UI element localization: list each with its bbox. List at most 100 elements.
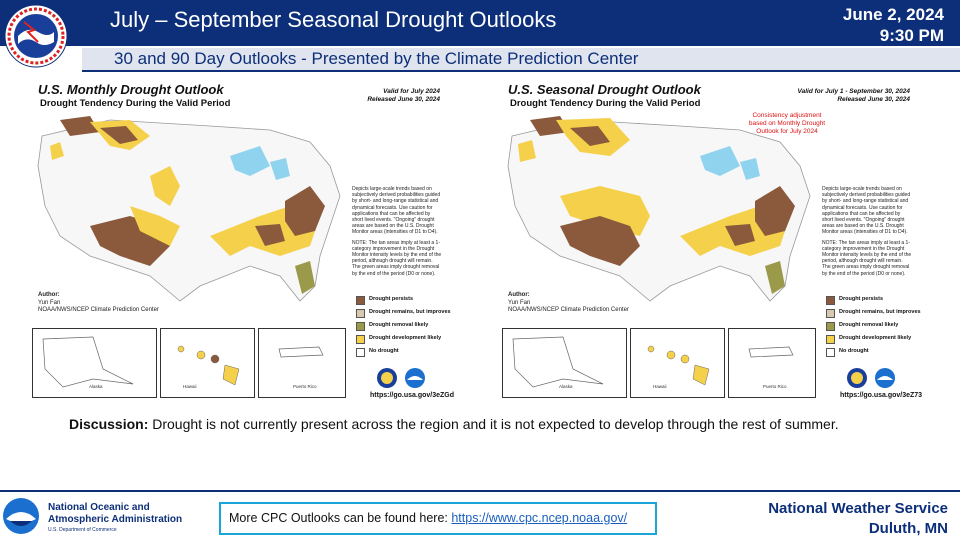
seasonal-legend: Drought persists Drought remains, but im… bbox=[826, 296, 936, 361]
hawaii-map bbox=[647, 345, 710, 386]
monthly-author-org: NOAA/NWS/NCEP Climate Prediction Center bbox=[38, 307, 159, 313]
footer-divider bbox=[0, 490, 960, 492]
noaa-department: U.S. Department of Commerce bbox=[48, 527, 117, 533]
nws-office-name: National Weather Service bbox=[768, 500, 948, 517]
seasonal-author-label: Author: bbox=[508, 292, 530, 298]
hawaii-inset: Hawaii bbox=[160, 328, 255, 398]
legend-label: Drought remains, but improves bbox=[369, 309, 451, 315]
header-bar bbox=[0, 0, 960, 46]
noaa-name: National Oceanic and Atmospheric Adminis… bbox=[48, 502, 182, 526]
hawaii-map bbox=[177, 345, 240, 386]
alaska-map bbox=[42, 336, 134, 388]
monthly-notes: Depicts large-scale trends based on subj… bbox=[352, 186, 442, 277]
monthly-released: Released June 30, 2024 bbox=[367, 96, 440, 103]
discussion-text: Discussion: Drought is not currently pre… bbox=[69, 416, 839, 432]
cpc-outlooks-link[interactable]: https://www.cpc.ncep.noaa.gov/ bbox=[451, 511, 628, 525]
hawaii-inset: Hawaii bbox=[630, 328, 725, 398]
monthly-author-name: Yun Fan bbox=[38, 299, 61, 306]
legend-item: Drought remains, but improves bbox=[826, 309, 936, 318]
alaska-inset: Alaska bbox=[502, 328, 627, 398]
seasonal-notes-2: NOTE: The tan areas imply at least a 1-c… bbox=[822, 239, 912, 277]
nws-office: National Weather Service Duluth, MN bbox=[768, 499, 948, 539]
hawaii-label: Hawaii bbox=[653, 384, 667, 389]
noaa-logo-icon bbox=[3, 498, 39, 534]
legend-label: Drought remains, but improves bbox=[839, 309, 921, 315]
legend-label: Drought removal likely bbox=[369, 322, 429, 328]
puerto-rico-inset: Puerto Rico bbox=[258, 328, 346, 398]
puerto-rico-label: Puerto Rico bbox=[763, 384, 787, 389]
seasonal-notes: Depicts large-scale trends based on subj… bbox=[822, 186, 912, 277]
monthly-notes-1: Depicts large-scale trends based on subj… bbox=[352, 186, 441, 236]
puerto-rico-label: Puerto Rico bbox=[293, 384, 317, 389]
monthly-drought-map bbox=[37, 116, 341, 302]
legend-label: No drought bbox=[369, 348, 399, 354]
issue-date: June 2, 2024 9:30 PM bbox=[843, 4, 944, 46]
legend-item: Drought development likely bbox=[826, 335, 936, 344]
puerto-rico-map bbox=[748, 346, 794, 358]
legend-swatch bbox=[826, 309, 835, 318]
legend-label: Drought development likely bbox=[369, 335, 442, 341]
discussion-body: Drought is not currently present across … bbox=[148, 416, 839, 432]
legend-label: Drought persists bbox=[369, 296, 414, 302]
seasonal-title: U.S. Seasonal Drought Outlook bbox=[508, 82, 701, 97]
nws-office-location: Duluth, MN bbox=[868, 520, 948, 537]
legend-swatch bbox=[356, 309, 365, 318]
legend-swatch bbox=[356, 296, 365, 305]
monthly-url[interactable]: https://go.usa.gov/3eZGd bbox=[370, 392, 455, 399]
monthly-notes-2: NOTE: The tan areas imply at least a 1-c… bbox=[352, 239, 442, 277]
hawaii-label: Hawaii bbox=[183, 384, 197, 389]
legend-swatch bbox=[356, 335, 365, 344]
discussion-label: Discussion: bbox=[69, 416, 149, 432]
slide-title: July – September Seasonal Drought Outloo… bbox=[110, 7, 557, 32]
monthly-valid: Valid for July 2024 Released June 30, 20… bbox=[367, 88, 440, 104]
monthly-legend: Drought persists Drought remains, but im… bbox=[356, 296, 466, 361]
subtitle-bar bbox=[82, 48, 960, 72]
alaska-label: Alaska bbox=[89, 384, 103, 389]
slide-subtitle: 30 and 90 Day Outlooks - Presented by th… bbox=[114, 49, 639, 68]
agency-logos-icon bbox=[847, 368, 895, 388]
seasonal-author-name: Yun Fan bbox=[508, 299, 531, 306]
monthly-title: U.S. Monthly Drought Outlook bbox=[38, 82, 224, 97]
legend-item: Drought persists bbox=[826, 296, 936, 305]
noaa-name-line1: National Oceanic and bbox=[48, 502, 150, 513]
monthly-outlook-panel: U.S. Monthly Drought Outlook Drought Ten… bbox=[30, 76, 475, 402]
alaska-inset: Alaska bbox=[32, 328, 157, 398]
seasonal-subtitle: Drought Tendency During the Valid Period bbox=[510, 98, 701, 109]
legend-label: Drought persists bbox=[839, 296, 884, 302]
monthly-author-label: Author: bbox=[38, 292, 60, 298]
monthly-subtitle: Drought Tendency During the Valid Period bbox=[40, 98, 231, 109]
legend-item: Drought removal likely bbox=[826, 322, 936, 331]
legend-label: No drought bbox=[839, 348, 869, 354]
legend-swatch bbox=[826, 348, 835, 357]
legend-label: Drought development likely bbox=[839, 335, 912, 341]
legend-swatch bbox=[826, 322, 835, 331]
consistency-note: Consistency adjustment based on Monthly … bbox=[748, 112, 826, 135]
puerto-rico-inset: Puerto Rico bbox=[728, 328, 816, 398]
seasonal-url[interactable]: https://go.usa.gov/3eZ73 bbox=[840, 392, 923, 399]
legend-item: Drought development likely bbox=[356, 335, 466, 344]
seasonal-released: Released June 30, 2024 bbox=[837, 96, 910, 103]
legend-item: Drought remains, but improves bbox=[356, 309, 466, 318]
legend-swatch bbox=[826, 335, 835, 344]
cpc-outlooks-text: More CPC Outlooks can be found here: bbox=[229, 511, 452, 525]
nws-logo-icon bbox=[4, 4, 68, 68]
legend-item: No drought bbox=[356, 348, 466, 357]
legend-swatch bbox=[356, 322, 365, 331]
seasonal-outlook-panel: U.S. Seasonal Drought Outlook Drought Te… bbox=[500, 76, 945, 402]
agency-logos-icon bbox=[377, 368, 425, 388]
issue-date-day: June 2, 2024 bbox=[842, 5, 944, 24]
cpc-outlooks-box: More CPC Outlooks can be found here: htt… bbox=[219, 502, 657, 535]
monthly-author: Author: Yun Fan NOAA/NWS/NCEP Climate Pr… bbox=[38, 292, 159, 315]
alaska-label: Alaska bbox=[559, 384, 573, 389]
seasonal-author: Author: Yun Fan NOAA/NWS/NCEP Climate Pr… bbox=[508, 292, 629, 315]
legend-label: Drought removal likely bbox=[839, 322, 899, 328]
legend-item: Drought persists bbox=[356, 296, 466, 305]
noaa-name-line2: Atmospheric Administration bbox=[48, 514, 183, 525]
monthly-valid-period: Valid for July 2024 bbox=[383, 88, 440, 95]
legend-swatch bbox=[826, 296, 835, 305]
alaska-map bbox=[512, 336, 604, 388]
seasonal-drought-map bbox=[507, 116, 811, 302]
seasonal-valid-period: Valid for July 1 - September 30, 2024 bbox=[797, 88, 910, 95]
seasonal-notes-1: Depicts large-scale trends based on subj… bbox=[822, 186, 911, 236]
